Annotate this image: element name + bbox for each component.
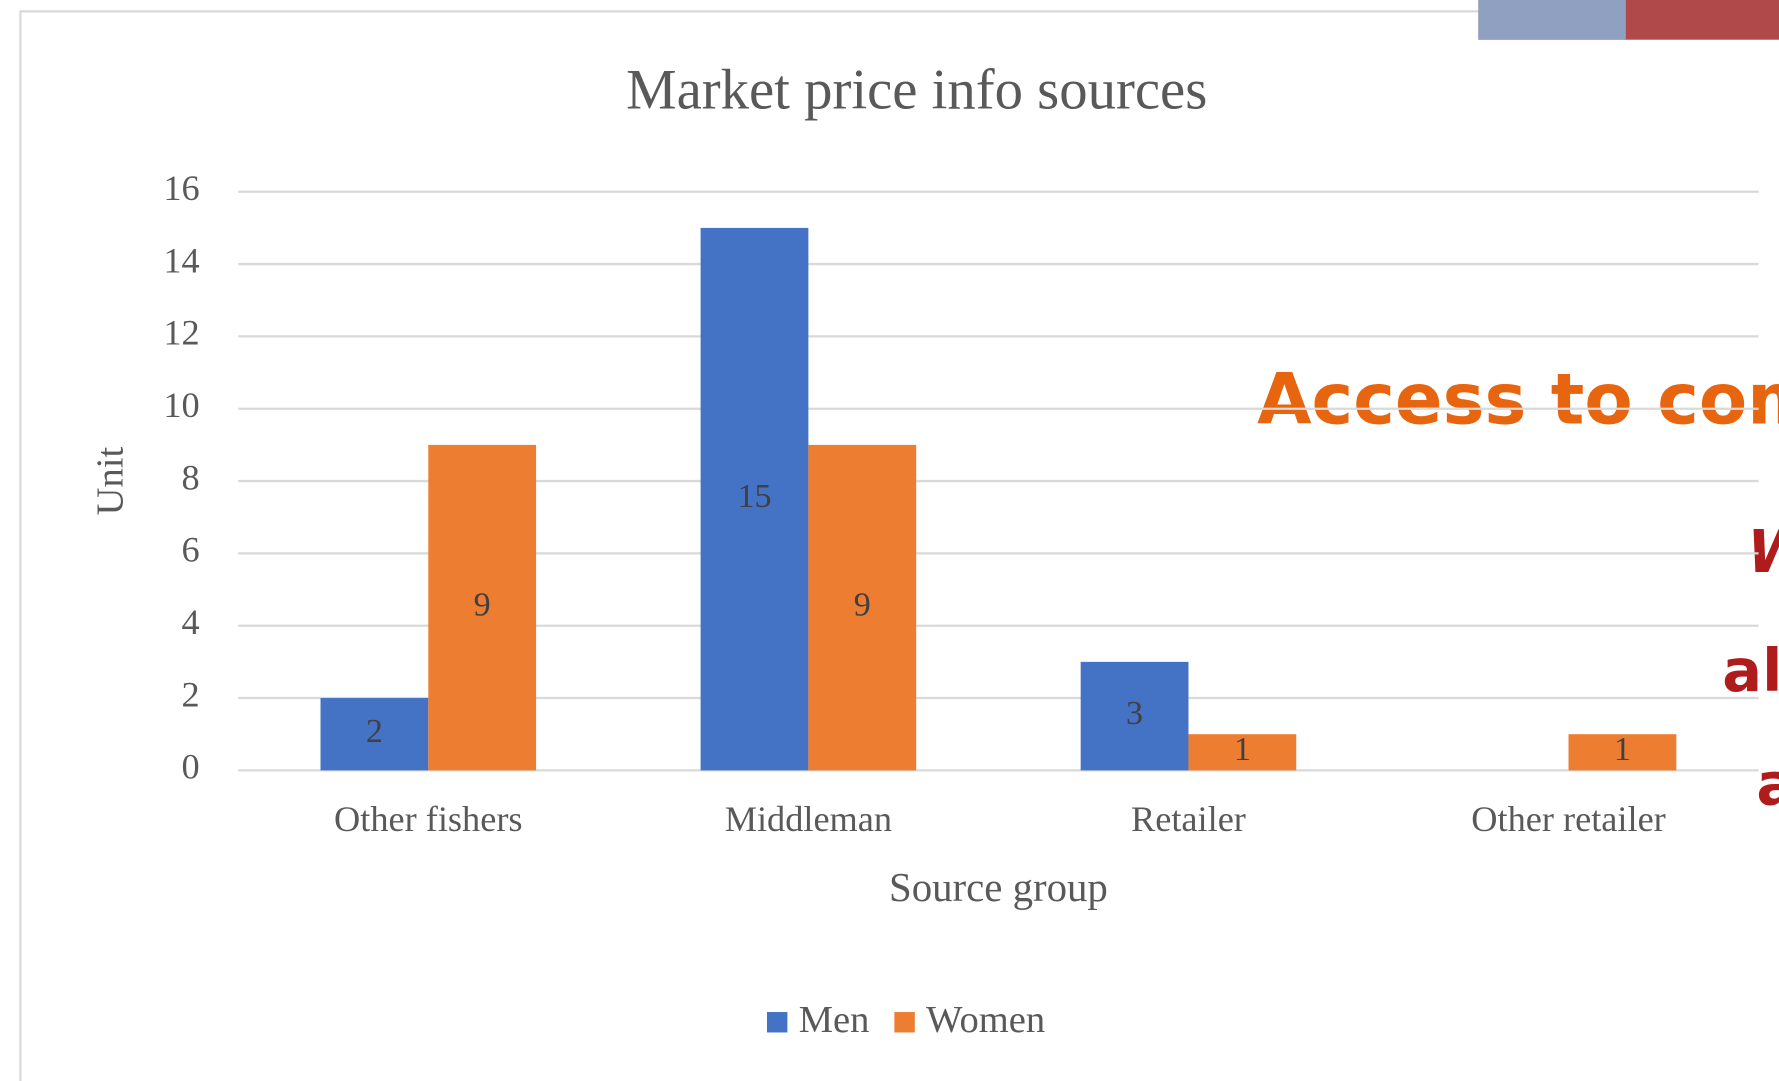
data-label: 9 xyxy=(474,586,491,623)
scaled-view: Market price info sources Unit Source gr… xyxy=(20,0,1779,1081)
y-tick-label: 8 xyxy=(182,457,200,497)
y-tick-label: 10 xyxy=(163,385,199,425)
data-label: 1 xyxy=(1234,731,1251,768)
y-tick-label: 0 xyxy=(182,747,200,787)
x-tick-label: Other retailer xyxy=(1471,799,1665,839)
x-axis-label: Source group xyxy=(889,865,1108,910)
x-tick-label: Retailer xyxy=(1131,799,1246,839)
overlay-line: W xyxy=(1747,517,1779,586)
legend-label: Men xyxy=(799,999,870,1041)
legend-swatch xyxy=(894,1012,914,1032)
y-tick-label: 6 xyxy=(182,530,200,570)
data-label: 1 xyxy=(1614,731,1631,768)
page: {"chart_data": {"type": "bar", "title": … xyxy=(0,0,1779,1081)
legend-swatch xyxy=(767,1012,787,1032)
y-tick-label: 16 xyxy=(163,168,199,208)
data-label: 9 xyxy=(854,586,871,623)
data-label: 15 xyxy=(737,478,771,515)
data-label: 2 xyxy=(366,713,383,750)
y-tick-label: 14 xyxy=(163,240,199,280)
overlay-line: a xyxy=(1756,750,1779,819)
photo-corner-part xyxy=(1478,0,1625,40)
data-label: 3 xyxy=(1126,695,1143,732)
y-tick-label: 12 xyxy=(163,313,199,353)
chart-title: Market price info sources xyxy=(626,58,1207,121)
y-tick-label: 4 xyxy=(182,602,200,642)
x-tick-label: Other fishers xyxy=(334,799,523,839)
x-tick-label: Middleman xyxy=(725,799,892,839)
screenshot: Market price info sources Unit Source gr… xyxy=(0,0,1779,1081)
y-axis-label: Unit xyxy=(89,446,131,515)
y-tick-label: 2 xyxy=(182,674,200,714)
overlay-line: al xyxy=(1722,636,1779,705)
legend-label: Women xyxy=(926,999,1045,1041)
overlay-heading: Access to com xyxy=(1257,358,1779,440)
